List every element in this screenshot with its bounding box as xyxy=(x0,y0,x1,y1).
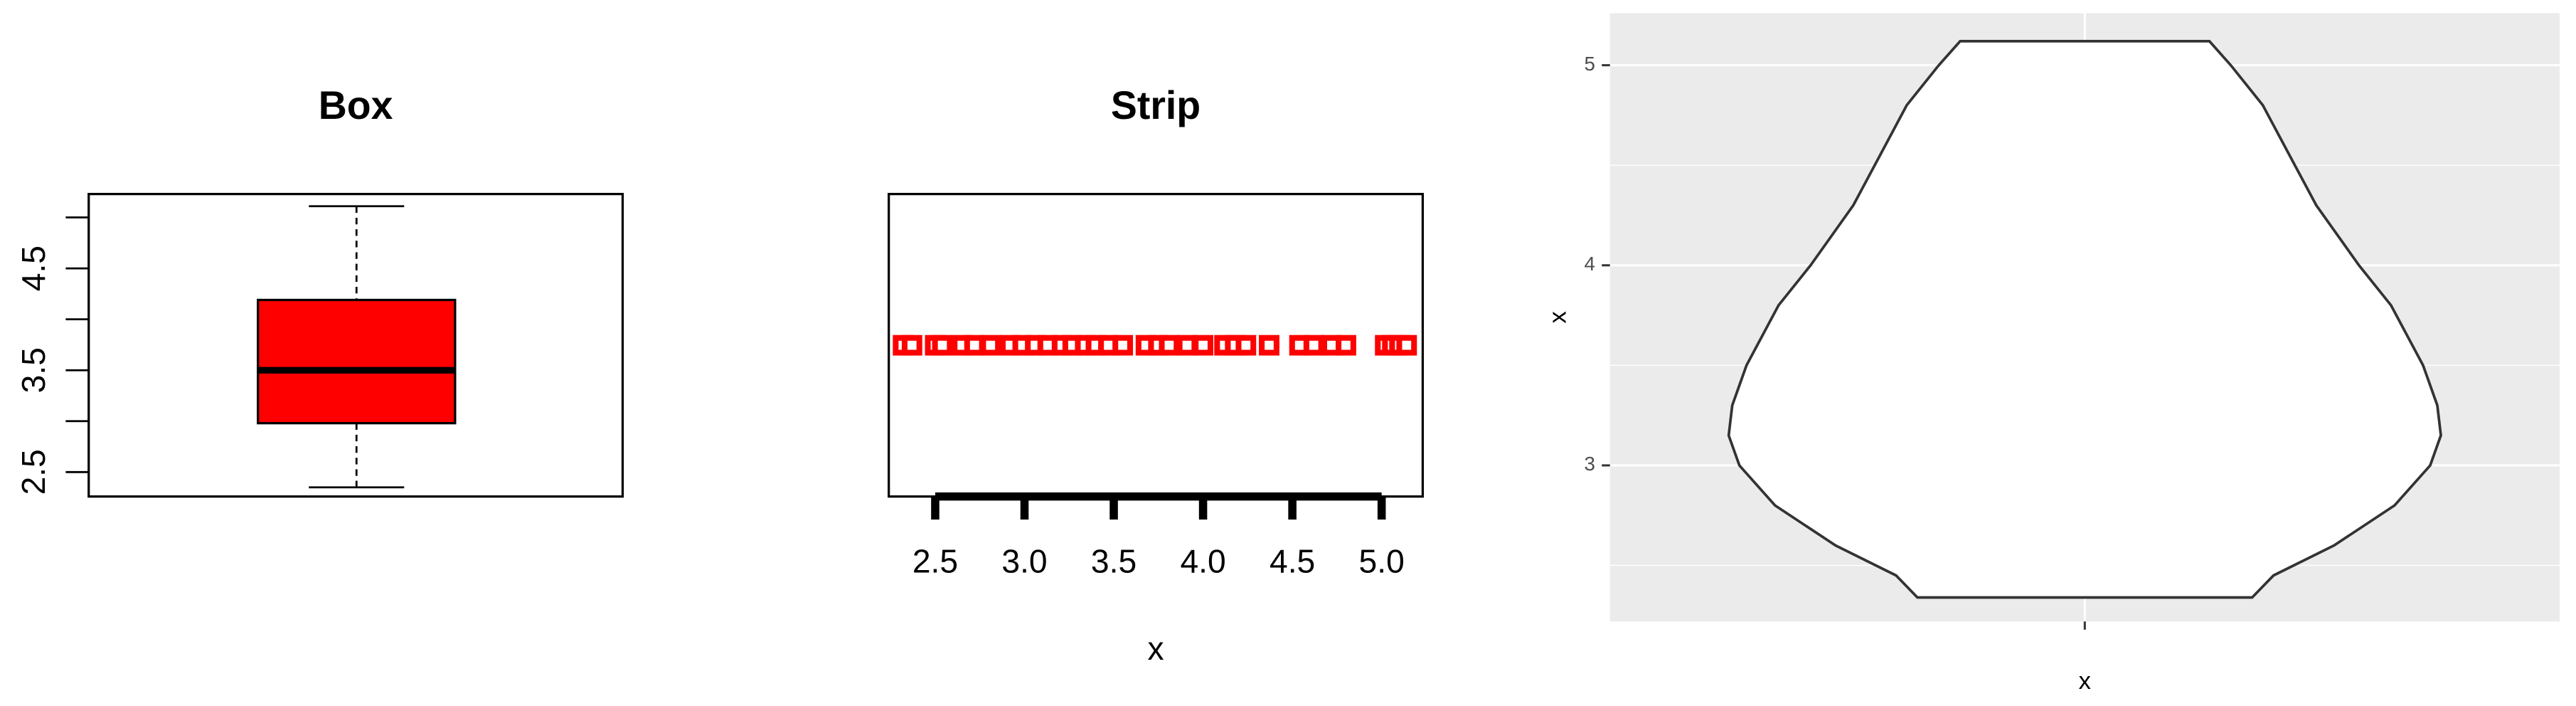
point xyxy=(1259,334,1279,356)
y-tick-label: 4.5 xyxy=(15,246,52,291)
chart-title: Box xyxy=(319,83,393,127)
x-tick-label: 5.0 xyxy=(1359,543,1405,580)
x-tick-label: 4.5 xyxy=(1270,543,1315,580)
x-axis-title: x xyxy=(2079,668,2091,695)
point xyxy=(901,334,922,356)
x-axis-title: x xyxy=(1148,630,1164,667)
point xyxy=(980,334,1001,356)
x-tick-label: 3.5 xyxy=(1091,543,1137,580)
box xyxy=(257,298,457,425)
point xyxy=(1176,334,1198,356)
x-tick-label: 3.0 xyxy=(1001,543,1047,580)
point xyxy=(1235,334,1257,356)
point xyxy=(1396,334,1417,356)
point xyxy=(1193,334,1214,356)
y-tick-label: 4 xyxy=(1585,253,1595,275)
y-axis-title: x xyxy=(1544,311,1571,323)
y-tick-label: 2.5 xyxy=(15,449,52,495)
point xyxy=(964,334,985,356)
point xyxy=(1303,334,1324,356)
violin xyxy=(1727,40,2442,599)
chart-title: Strip xyxy=(1111,83,1201,127)
point xyxy=(1112,334,1134,356)
x-tick-label: 2.5 xyxy=(912,543,958,580)
plot-frame xyxy=(87,193,624,498)
point xyxy=(1159,334,1180,356)
point xyxy=(932,334,953,356)
y-tick-label: 3.5 xyxy=(15,347,52,393)
y-tick-label: 3 xyxy=(1585,453,1595,475)
y-tick-label: 5 xyxy=(1585,53,1595,75)
x-tick-label: 4.0 xyxy=(1180,543,1225,580)
point xyxy=(1336,334,1356,356)
